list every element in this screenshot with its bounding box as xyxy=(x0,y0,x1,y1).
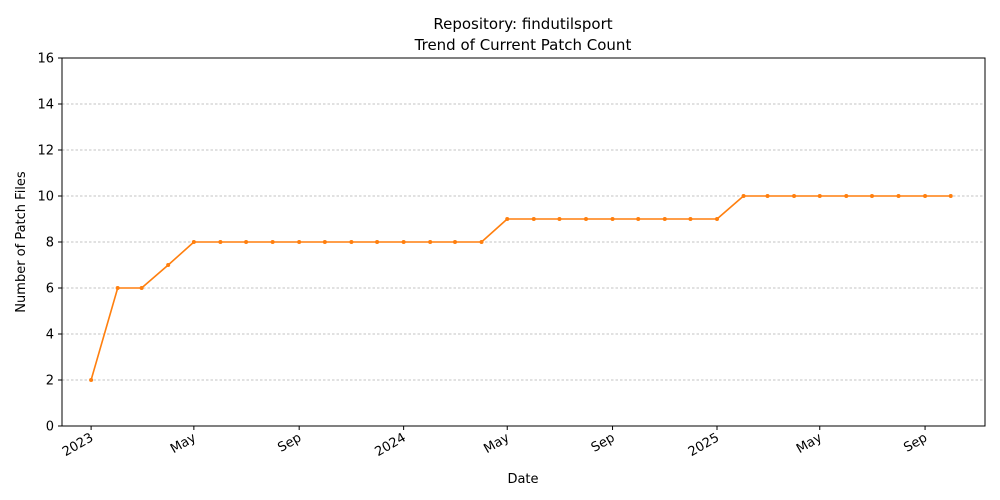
y-tick-label: 6 xyxy=(46,282,54,297)
data-point xyxy=(636,217,641,221)
data-point xyxy=(297,240,302,244)
data-point xyxy=(896,194,901,198)
x-tick-label: 2023 xyxy=(60,430,96,460)
data-point xyxy=(89,378,94,382)
data-point xyxy=(453,240,458,244)
y-axis: 0 2 4 6 8 10 12 14 16 xyxy=(37,52,62,435)
data-point xyxy=(349,240,354,244)
data-point xyxy=(375,240,380,244)
y-tick-label: 16 xyxy=(37,52,54,67)
data-point xyxy=(765,194,770,198)
x-tick-label: Sep xyxy=(589,430,618,455)
x-tick-label: May xyxy=(794,430,825,457)
y-tick-label: 14 xyxy=(37,98,54,113)
y-tick-label: 4 xyxy=(46,328,54,343)
data-point xyxy=(662,217,667,221)
data-point xyxy=(166,263,171,267)
x-tick-label: 2024 xyxy=(372,430,408,460)
data-point xyxy=(610,217,615,221)
y-tick-label: 0 xyxy=(46,420,54,435)
y-tick-label: 10 xyxy=(37,190,54,205)
data-point xyxy=(557,217,562,221)
y-tick-label: 12 xyxy=(37,144,54,159)
x-tick-label: May xyxy=(481,430,512,457)
y-axis-label: Number of Patch Files xyxy=(14,171,29,313)
x-tick-label: 2025 xyxy=(686,430,722,460)
data-point xyxy=(923,194,928,198)
chart-title: Repository: findutilsport xyxy=(433,15,612,33)
data-point xyxy=(139,286,144,290)
data-point xyxy=(792,194,797,198)
x-axis: 2023 May Sep 2024 May Sep 2025 May Sep xyxy=(60,426,930,460)
data-point xyxy=(218,240,223,244)
data-point xyxy=(688,217,693,221)
data-point xyxy=(948,194,953,198)
chart-subtitle: Trend of Current Patch Count xyxy=(414,36,632,54)
data-point xyxy=(531,217,536,221)
y-tick-label: 8 xyxy=(46,236,54,251)
data-point xyxy=(741,194,746,198)
data-point xyxy=(869,194,874,198)
data-point xyxy=(244,240,249,244)
data-point xyxy=(191,240,196,244)
data-point xyxy=(584,217,589,221)
x-axis-label: Date xyxy=(507,472,538,487)
data-point xyxy=(844,194,849,198)
x-tick-label: Sep xyxy=(901,430,930,455)
data-point xyxy=(505,217,510,221)
data-point xyxy=(479,240,484,244)
x-tick-label: May xyxy=(168,430,199,457)
x-tick-label: Sep xyxy=(275,430,304,455)
data-point xyxy=(322,240,327,244)
series-line xyxy=(89,194,953,382)
data-point xyxy=(715,217,720,221)
series-polyline xyxy=(90,195,951,381)
data-point xyxy=(115,286,120,290)
data-point xyxy=(817,194,822,198)
data-point xyxy=(401,240,406,244)
data-point xyxy=(270,240,275,244)
y-tick-label: 2 xyxy=(46,374,54,389)
data-point xyxy=(428,240,433,244)
